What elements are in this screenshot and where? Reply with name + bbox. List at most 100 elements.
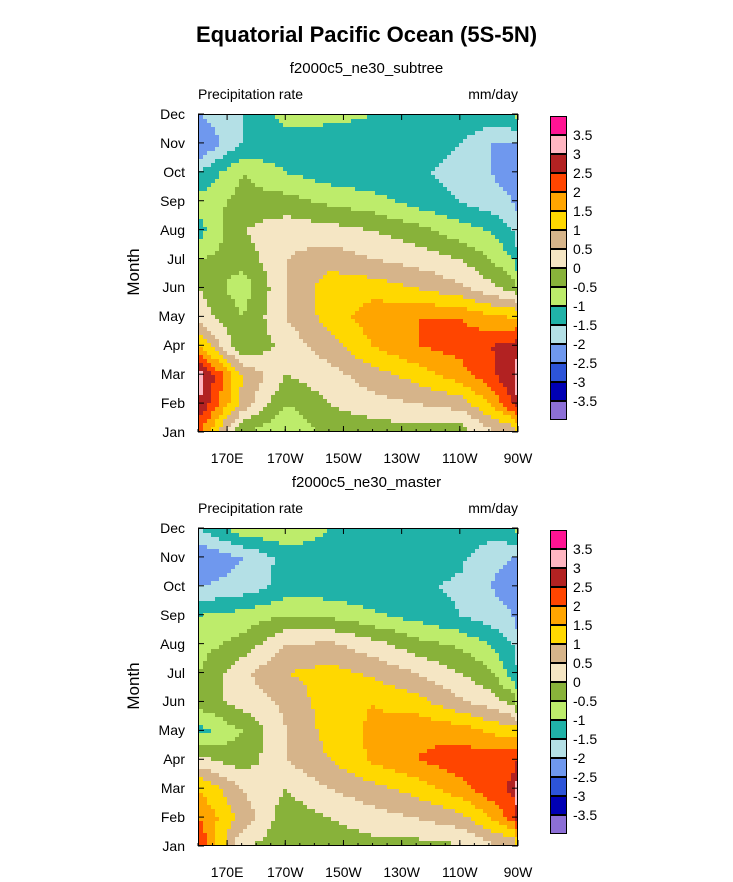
contour-cell bbox=[347, 207, 352, 212]
contour-cell bbox=[303, 259, 308, 264]
contour-cell bbox=[215, 271, 220, 276]
contour-cell bbox=[383, 219, 388, 224]
contour-cell bbox=[391, 131, 396, 136]
contour-cell bbox=[407, 207, 412, 212]
contour-cell bbox=[475, 267, 480, 272]
contour-cell bbox=[455, 159, 460, 164]
contour-cell bbox=[507, 319, 512, 324]
contour-cell bbox=[255, 135, 260, 140]
contour-cell bbox=[415, 327, 420, 332]
contour-cell bbox=[359, 263, 364, 268]
contour-cell bbox=[303, 199, 308, 204]
contour-cell bbox=[207, 135, 212, 140]
contour-cell bbox=[347, 187, 352, 192]
contour-cell bbox=[263, 199, 268, 204]
contour-cell bbox=[231, 339, 236, 344]
contour-cell bbox=[479, 179, 484, 184]
contour-cell bbox=[479, 135, 484, 140]
contour-cell bbox=[271, 131, 276, 136]
contour-cell bbox=[343, 307, 348, 312]
contour-cell bbox=[435, 127, 440, 132]
contour-cell bbox=[431, 267, 436, 272]
contour-cell bbox=[487, 331, 492, 336]
contour-cell bbox=[427, 223, 432, 228]
contour-cell bbox=[515, 219, 517, 224]
contour-cell bbox=[407, 135, 412, 140]
contour-cell bbox=[267, 331, 272, 336]
contour-cell bbox=[255, 207, 260, 212]
contour-cell bbox=[515, 183, 517, 188]
contour-cell bbox=[439, 131, 444, 136]
contour-cell bbox=[231, 327, 236, 332]
contour-cell bbox=[475, 339, 480, 344]
contour-cell bbox=[227, 187, 232, 192]
contour-cell bbox=[339, 267, 344, 272]
contour-cell bbox=[435, 299, 440, 304]
contour-cell bbox=[203, 251, 208, 256]
contour-cell bbox=[207, 287, 212, 292]
contour-cell bbox=[375, 183, 380, 188]
contour-cell bbox=[267, 295, 272, 300]
contour-cell bbox=[251, 355, 256, 360]
contour-cell bbox=[247, 231, 252, 236]
contour-cell bbox=[279, 215, 284, 220]
contour-cell bbox=[231, 167, 236, 172]
contour-cell bbox=[375, 299, 380, 304]
contour-cell bbox=[387, 115, 392, 120]
contour-cell bbox=[331, 235, 336, 240]
contour-cell bbox=[303, 171, 308, 176]
contour-cell bbox=[259, 115, 264, 120]
contour-cell bbox=[359, 339, 364, 344]
contour-cell bbox=[503, 267, 508, 272]
contour-cell bbox=[223, 119, 228, 124]
contour-cell bbox=[407, 295, 412, 300]
contour-cell bbox=[463, 291, 468, 296]
contour-cell bbox=[339, 319, 344, 324]
contour-cell bbox=[279, 155, 284, 160]
contour-cell bbox=[427, 351, 432, 356]
contour-cell bbox=[291, 199, 296, 204]
contour-cell bbox=[207, 259, 212, 264]
contour-cell bbox=[499, 175, 504, 180]
contour-cell bbox=[339, 135, 344, 140]
contour-cell bbox=[455, 315, 460, 320]
contour-cell bbox=[367, 347, 372, 352]
contour-cell bbox=[347, 167, 352, 172]
contour-cell bbox=[275, 339, 280, 344]
contour-cell bbox=[511, 191, 516, 196]
contour-cell bbox=[279, 235, 284, 240]
contour-cell bbox=[355, 155, 360, 160]
contour-cell bbox=[247, 279, 252, 284]
contour-cell bbox=[479, 231, 484, 236]
contour-cell bbox=[311, 295, 316, 300]
contour-cell bbox=[475, 203, 480, 208]
contour-cell bbox=[375, 115, 380, 120]
contour-cell bbox=[275, 323, 280, 328]
contour-cell bbox=[339, 147, 344, 152]
contour-cell bbox=[207, 191, 212, 196]
contour-cell bbox=[331, 207, 336, 212]
contour-cell bbox=[503, 323, 508, 328]
contour-cell bbox=[427, 251, 432, 256]
contour-cell bbox=[463, 259, 468, 264]
contour-cell bbox=[479, 347, 484, 352]
contour-cell bbox=[359, 195, 364, 200]
contour-cell bbox=[439, 195, 444, 200]
contour-cell bbox=[203, 223, 208, 228]
contour-cell bbox=[499, 335, 504, 340]
contour-cell bbox=[391, 191, 396, 196]
contour-cell bbox=[355, 287, 360, 292]
contour-cell bbox=[395, 231, 400, 236]
contour-cell bbox=[483, 335, 488, 340]
contour-cell bbox=[271, 135, 276, 140]
contour-cell bbox=[387, 359, 392, 364]
contour-cell bbox=[235, 131, 240, 136]
contour-cell bbox=[251, 143, 256, 148]
contour-cell bbox=[399, 227, 404, 232]
contour-cell bbox=[427, 123, 432, 128]
contour-cell bbox=[443, 323, 448, 328]
contour-cell bbox=[399, 135, 404, 140]
contour-cell bbox=[279, 351, 284, 356]
contour-cell bbox=[239, 247, 244, 252]
contour-cell bbox=[279, 303, 284, 308]
